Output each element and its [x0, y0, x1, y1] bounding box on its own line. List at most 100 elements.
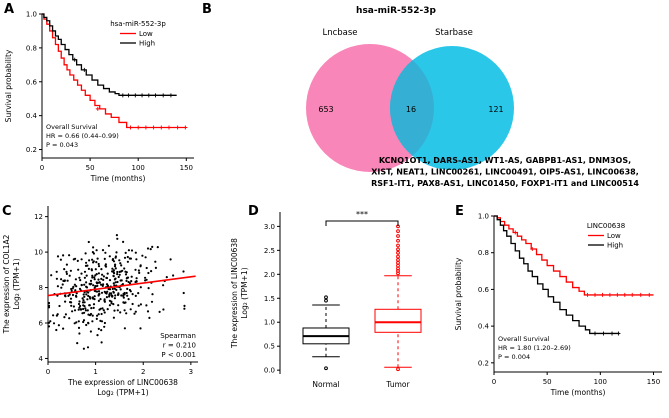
svg-text:0.2: 0.2: [478, 359, 489, 367]
svg-text:6: 6: [39, 320, 44, 328]
panel-a-km-survival-plot: 0 50 100 150 0.2 0.4 0.6 0.8 1.0 Time (months) Sur…: [4, 11, 194, 183]
censor-mark: [647, 292, 652, 297]
gene-list-line: KCNQ1OT1, DARS-AS1, WT1-AS, GABPB1-AS1, …: [379, 156, 631, 165]
censor-mark: [638, 292, 643, 297]
legend-label: Low: [607, 232, 621, 240]
venn-set-name-starbase: Starbase: [435, 28, 473, 38]
box-tumor: [374, 224, 422, 372]
km-curve-high: [42, 13, 177, 96]
legend: hsa-miR-552-3p Low High: [110, 20, 166, 48]
category-label: Normal: [312, 380, 339, 389]
venn-set-name-lncbase: Lncbase: [322, 28, 357, 38]
x-axis-label: The expression of LINC00638: [67, 378, 178, 387]
svg-text:P = 0.043: P = 0.043: [46, 141, 78, 149]
stat-annotation: r = 0.210: [163, 342, 196, 350]
svg-text:10: 10: [34, 249, 43, 257]
svg-text:1.0: 1.0: [264, 319, 275, 327]
censor-mark: [143, 125, 148, 130]
censor-mark: [146, 93, 151, 98]
censor-mark: [616, 331, 621, 336]
svg-text:0.8: 0.8: [478, 249, 489, 257]
svg-text:Overall Survival: Overall Survival: [498, 335, 550, 343]
svg-text:0: 0: [46, 368, 50, 376]
km-curve-low: [42, 13, 187, 129]
censor-mark: [166, 125, 171, 130]
x-axis-label: Time (months): [90, 174, 146, 183]
svg-text:4: 4: [39, 355, 44, 363]
censor-mark: [120, 93, 125, 98]
venn-title: hsa-miR-552-3p: [356, 6, 436, 16]
svg-text:0: 0: [40, 164, 44, 172]
censor-mark: [622, 292, 627, 297]
censor-mark: [72, 57, 77, 62]
y-axis-label: The expression of LINC00638: [230, 238, 239, 349]
censor-mark: [607, 292, 612, 297]
svg-text:1.0: 1.0: [478, 213, 489, 221]
category-label: Tumor: [385, 380, 410, 389]
censor-mark: [615, 292, 620, 297]
svg-text:100: 100: [594, 378, 607, 386]
venn-count-starbase: 121: [488, 105, 503, 114]
censor-mark: [530, 247, 535, 252]
censor-mark: [95, 106, 100, 111]
panel-label-d: D: [248, 204, 259, 219]
svg-text:50: 50: [543, 378, 552, 386]
censor-mark: [126, 93, 131, 98]
panelE-plot: 0 50 100 150 0.2 0.4 0.6 0.8 1.0 Time (months) Sur…: [454, 213, 662, 397]
stat-annotation: P < 0.001: [161, 351, 196, 359]
venn-overlap-region: [390, 60, 434, 156]
legend-label: High: [607, 242, 623, 250]
svg-text:150: 150: [647, 378, 660, 386]
scatter-points: [47, 234, 186, 350]
censor-mark: [601, 331, 606, 336]
svg-text:0.4: 0.4: [478, 323, 490, 331]
legend-title: LINC00638: [587, 222, 625, 230]
y-axis-label: The expression of COL1A2: [2, 234, 11, 334]
panel-e-km-survival-plot: 0 50 100 150 0.2 0.4 0.6 0.8 1.0 Time (months) Sur…: [454, 213, 662, 397]
censor-mark: [630, 292, 635, 297]
censor-mark: [133, 93, 138, 98]
x-axis-label: Time (months): [550, 388, 606, 397]
significance-stars: ***: [356, 210, 368, 219]
svg-text:3: 3: [189, 368, 193, 376]
svg-text:3.0: 3.0: [264, 223, 275, 231]
svg-text:0.5: 0.5: [264, 343, 275, 351]
censor-mark: [175, 125, 180, 130]
censor-mark: [593, 331, 598, 336]
svg-text:0.6: 0.6: [478, 286, 490, 294]
censor-mark: [82, 67, 87, 72]
y-axis-label: Survival probability: [4, 49, 13, 122]
svg-text:0: 0: [492, 378, 496, 386]
venn-count-lncbase: 653: [318, 105, 333, 114]
svg-text:0.8: 0.8: [26, 44, 37, 52]
legend-title: hsa-miR-552-3p: [110, 20, 166, 28]
svg-text:0.0: 0.0: [264, 367, 275, 375]
panel-label-b: B: [202, 2, 212, 17]
svg-text:P = 0.004: P = 0.004: [498, 353, 530, 361]
panelA-plot: 0 50 100 150 0.2 0.4 0.6 0.8 1.0 Time (months) Sur…: [4, 11, 194, 183]
panel-label-a: A: [4, 2, 15, 17]
legend-label: High: [139, 40, 155, 48]
censor-mark: [585, 292, 590, 297]
x-axis-label: Log₂ (TPM+1): [97, 388, 148, 397]
svg-text:Overall Survival: Overall Survival: [46, 123, 98, 131]
trend-line: [47, 275, 196, 297]
box-normal: [302, 295, 350, 371]
censor-mark: [610, 331, 615, 336]
censor-mark: [161, 93, 166, 98]
y-axis-label: Log₂ (TPM+1): [240, 267, 249, 318]
censor-mark: [593, 292, 598, 297]
y-axis-label: Survival probability: [454, 257, 463, 330]
censor-mark: [513, 230, 518, 235]
censor-mark: [128, 125, 133, 130]
censor-mark: [600, 292, 605, 297]
panel-label-c: C: [2, 204, 12, 219]
y-axis-label: Log₂ (TPM+1): [12, 258, 21, 309]
panel-b-venn-diagram: hsa-miR-552-3p Lncbase Starbase 653 121 16 KCN…: [306, 6, 639, 188]
svg-text:0.6: 0.6: [26, 78, 38, 86]
censor-mark: [151, 125, 156, 130]
gene-list-line: XIST, NEAT1, LINC00261, LINC00491, OIP5-…: [371, 168, 639, 177]
svg-text:1.0: 1.0: [26, 11, 37, 19]
